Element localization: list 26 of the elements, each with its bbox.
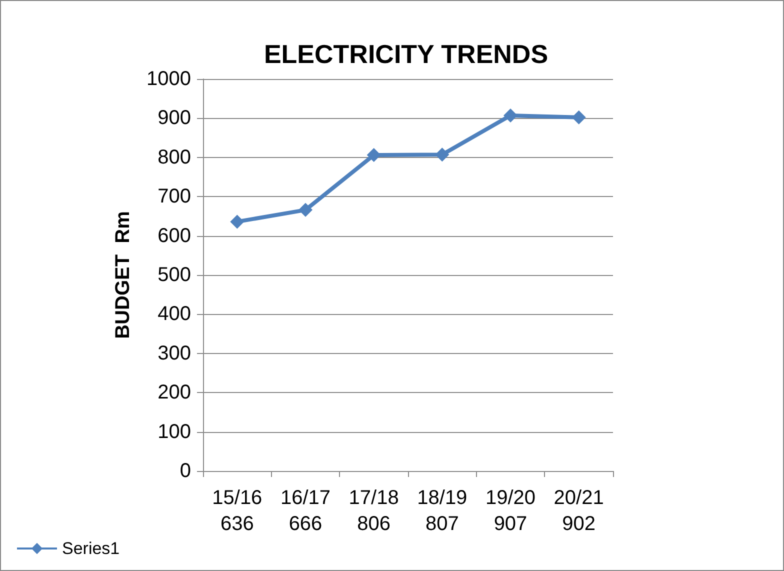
- x-tick-label: 18/19 807: [417, 487, 468, 535]
- x-tick-label: 17/18 806: [348, 487, 399, 535]
- point: [230, 214, 244, 229]
- y-tick-label: 0: [180, 460, 191, 482]
- y-tick-label: 300: [158, 342, 191, 364]
- point: [366, 148, 381, 162]
- point: [435, 148, 450, 162]
- point: [298, 202, 312, 217]
- y-tick-label: 900: [158, 107, 191, 130]
- chart-title: ELECTRICITY TRENDS: [264, 39, 548, 69]
- legend-label: Series1: [62, 539, 120, 558]
- x-tick-label: 16/17 666: [280, 487, 331, 535]
- y-tick-label: 200: [158, 382, 191, 404]
- x-tick-label: 20/21 902: [554, 487, 604, 535]
- point: [504, 108, 518, 122]
- y-tick-label: 800: [158, 146, 191, 168]
- y-tick-label: 500: [158, 264, 191, 286]
- y-tick-label: 700: [158, 186, 191, 208]
- y-axis-title: BUDGET Rm: [112, 211, 134, 339]
- point: [572, 110, 586, 124]
- y-tick-label: 100: [158, 420, 191, 443]
- y-tick-label: 400: [158, 303, 191, 326]
- y-tick-label: 600: [158, 224, 191, 247]
- y-tick-label: 1000: [146, 68, 191, 90]
- x-tick-label: 15/16 636: [212, 487, 262, 535]
- x-tick-label: 19/20 907: [485, 487, 536, 535]
